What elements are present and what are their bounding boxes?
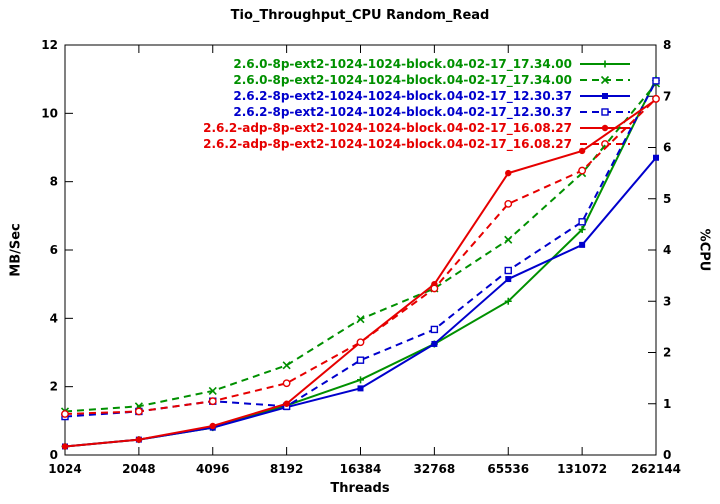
marker-square-icon: [653, 154, 659, 161]
legend-entry: 2.6.2-adp-8p-ext2-1024-1024-block.04-02-…: [203, 137, 630, 152]
marker-square-open-icon: [356, 356, 365, 364]
legend-label: 2.6.2-8p-ext2-1024-1024-block.04-02-17_1…: [233, 105, 572, 120]
y-left-tick-label: 4: [50, 311, 58, 325]
marker-cross-icon: [282, 361, 291, 370]
legend-label: 2.6.2-8p-ext2-1024-1024-block.04-02-17_1…: [233, 89, 572, 104]
marker-plus-icon: [578, 226, 586, 233]
marker-cross-icon: [208, 386, 217, 396]
marker-square-open-icon: [504, 266, 512, 275]
y-right-tick-label: 3: [663, 294, 671, 308]
legend: 2.6.0-8p-ext2-1024-1024-block.04-02-17_1…: [203, 57, 630, 152]
marker-circle-open-icon: [134, 407, 143, 416]
legend-entry: 2.6.2-adp-8p-ext2-1024-1024-block.04-02-…: [203, 121, 630, 136]
x-tick-label: 8192: [270, 462, 303, 476]
x-tick-label: 32768: [414, 462, 456, 476]
marker-cross-icon: [356, 315, 365, 324]
marker-cross-icon: [600, 75, 610, 85]
y-right-tick-label: 6: [663, 141, 671, 155]
series-line: [64, 98, 657, 448]
y-right-tick-label: 4: [663, 243, 671, 257]
legend-label: 2.6.0-8p-ext2-1024-1024-block.04-02-17_1…: [233, 73, 572, 88]
x-tick-label: 131072: [557, 462, 607, 476]
marker-circle-open-icon: [504, 199, 513, 208]
series-line: [64, 98, 657, 415]
y-right-tick-label: 8: [663, 38, 671, 52]
marker-circle-icon: [505, 169, 512, 177]
marker-plus-icon: [357, 376, 364, 384]
x-tick-label: 262144: [631, 462, 681, 476]
marker-cross-icon: [504, 235, 513, 244]
y-right-tick-label: 5: [663, 192, 671, 206]
marker-square-icon: [505, 276, 512, 283]
marker-circle-open-icon: [208, 397, 217, 406]
chart-title: Tio_Throughput_CPU Random_Read: [230, 8, 490, 23]
y-right-tick-label: 2: [663, 346, 671, 360]
y-left-tick-label: 2: [50, 380, 58, 394]
marker-square-icon: [431, 340, 438, 347]
y-right-tick-label: 1: [663, 397, 671, 411]
x-tick-label: 4096: [196, 462, 229, 476]
y-right-tick-label: 7: [663, 89, 671, 103]
marker-circle-icon: [283, 400, 290, 407]
series-2: [62, 154, 659, 450]
y-left-tick-label: 6: [50, 243, 58, 257]
marker-square-icon: [357, 385, 364, 392]
marker-circle-icon: [135, 436, 143, 443]
marker-circle-icon: [601, 124, 609, 132]
marker-circle-icon: [61, 443, 69, 450]
legend-label: 2.6.2-adp-8p-ext2-1024-1024-block.04-02-…: [203, 137, 572, 152]
marker-circle-open-icon: [578, 166, 587, 175]
legend-entry: 2.6.2-8p-ext2-1024-1024-block.04-02-17_1…: [233, 89, 630, 104]
y-left-tick-label: 8: [50, 175, 58, 189]
marker-circle-open-icon: [356, 338, 365, 347]
series-5: [61, 94, 660, 418]
marker-square-open-icon: [578, 218, 586, 226]
x-tick-label: 2048: [122, 462, 155, 476]
marker-plus-icon: [601, 60, 609, 68]
legend-label: 2.6.2-adp-8p-ext2-1024-1024-block.04-02-…: [203, 121, 572, 136]
x-tick-label: 1024: [48, 462, 81, 476]
y-left-tick-label: 12: [41, 38, 58, 52]
y-axis-label-right: %CPU: [696, 228, 712, 272]
marker-circle-open-icon: [282, 379, 291, 388]
x-tick-label: 65536: [487, 462, 529, 476]
marker-square-icon: [602, 93, 608, 99]
y-axis-label-left: MB/Sec: [8, 223, 24, 277]
marker-square-open-icon: [601, 108, 609, 116]
marker-circle-icon: [209, 422, 216, 430]
marker-circle-icon: [578, 147, 586, 155]
y-right-tick-label: 0: [663, 448, 671, 462]
marker-circle-open-icon: [61, 410, 69, 418]
marker-plus-icon: [504, 297, 512, 305]
legend-entry: 2.6.0-8p-ext2-1024-1024-block.04-02-17_1…: [233, 57, 630, 72]
legend-label: 2.6.0-8p-ext2-1024-1024-block.04-02-17_1…: [233, 57, 572, 72]
legend-entry: 2.6.2-8p-ext2-1024-1024-block.04-02-17_1…: [233, 105, 630, 120]
legend-entry: 2.6.0-8p-ext2-1024-1024-block.04-02-17_1…: [233, 73, 630, 88]
x-axis-label: Threads: [330, 481, 390, 496]
y-left-tick-label: 0: [50, 448, 58, 462]
y-left-tick-label: 10: [41, 106, 58, 120]
x-tick-label: 16384: [340, 462, 382, 476]
marker-square-open-icon: [430, 325, 439, 334]
marker-circle-open-icon: [430, 284, 439, 293]
marker-square-icon: [579, 241, 586, 248]
marker-circle-open-icon: [652, 94, 660, 103]
marker-square-open-icon: [652, 77, 660, 85]
